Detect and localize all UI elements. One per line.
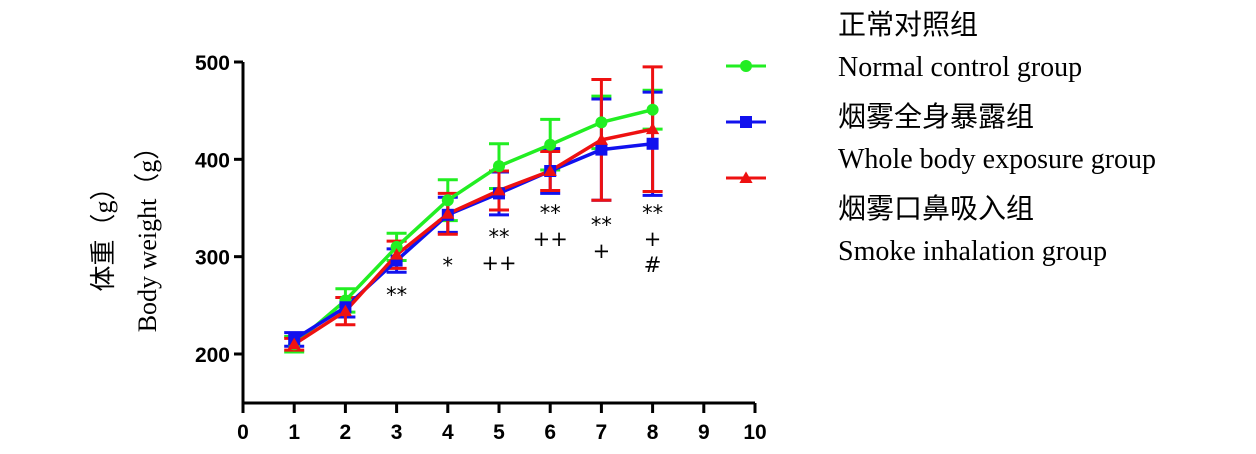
x-tick-label: 6 [544, 421, 556, 444]
data-point [441, 207, 455, 219]
y-tick-label: 400 [195, 149, 230, 172]
data-point [544, 138, 557, 151]
legend-swatch-marker [740, 116, 752, 128]
legend-label-cn: 烟雾全身暴露组 [838, 101, 1034, 133]
significance-mark: ** [489, 225, 510, 249]
significance-mark: ++ [533, 227, 568, 251]
data-point [543, 164, 557, 176]
series-lines [293, 107, 654, 346]
data-point [646, 137, 659, 150]
data-point [441, 194, 454, 207]
data-point [493, 160, 505, 173]
legend-swatch-marker [739, 171, 753, 183]
y-axis-label: 体重（g） Body weight（g） [89, 134, 162, 333]
x-tick-label: 4 [442, 421, 454, 444]
x-tick-label: 7 [596, 421, 608, 444]
x-tick-label: 9 [698, 421, 710, 444]
data-point [594, 133, 608, 145]
data-point [390, 248, 404, 260]
data-point [390, 240, 403, 253]
significance-mark: * [443, 253, 454, 277]
data-point [646, 103, 659, 116]
legend-swatch-marker [740, 60, 752, 72]
series-line-3 [293, 127, 653, 346]
y-tick-label: 300 [195, 247, 230, 270]
series-markers [287, 103, 660, 351]
significance-mark: ** [642, 201, 663, 225]
legend-label-cn: 正常对照组 [838, 9, 978, 41]
x-tick-label: 10 [743, 421, 766, 444]
x-tick-label: 2 [340, 421, 352, 444]
legend-label-en: Normal control group [838, 52, 1082, 83]
series-line-1 [293, 107, 654, 346]
significance-mark: ** [540, 201, 561, 225]
legend-label-en: Smoke inhalation group [838, 236, 1107, 267]
data-point [492, 183, 506, 196]
data-point [595, 143, 608, 156]
x-tick-label: 1 [288, 421, 300, 444]
x-tick-label: 5 [493, 421, 505, 444]
significance-mark: + [593, 239, 611, 263]
significance-mark: ** [591, 213, 612, 237]
significance-mark: # [644, 253, 662, 277]
y-axis-label-en: Body weight（g） [133, 134, 162, 333]
data-point [287, 337, 301, 350]
significance-mark: + [644, 227, 662, 251]
significance-mark: ++ [481, 251, 516, 275]
x-tick-label: 8 [647, 421, 659, 444]
y-axis-label-cn: 体重（g） [89, 174, 118, 291]
x-tick-label: 0 [237, 421, 249, 444]
legend-label-cn: 烟雾口鼻吸入组 [838, 193, 1034, 225]
legend-label-en: Whole body exposure group [838, 144, 1156, 175]
data-point [646, 122, 660, 135]
x-tick-label: 3 [391, 421, 403, 444]
legend: 正常对照组 Normal control group 烟雾全身暴露组 Whole bo… [726, 9, 1156, 267]
y-tick-label: 200 [195, 344, 230, 367]
data-point [595, 116, 608, 129]
y-tick-label: 500 [195, 52, 230, 75]
significance-annotations: *****++**++**+**+# [386, 201, 663, 307]
data-point [338, 304, 352, 317]
significance-mark: ** [386, 283, 407, 307]
axes: 200 300 400 500 0 1 2 3 4 5 6 7 8 9 10 [195, 52, 767, 444]
